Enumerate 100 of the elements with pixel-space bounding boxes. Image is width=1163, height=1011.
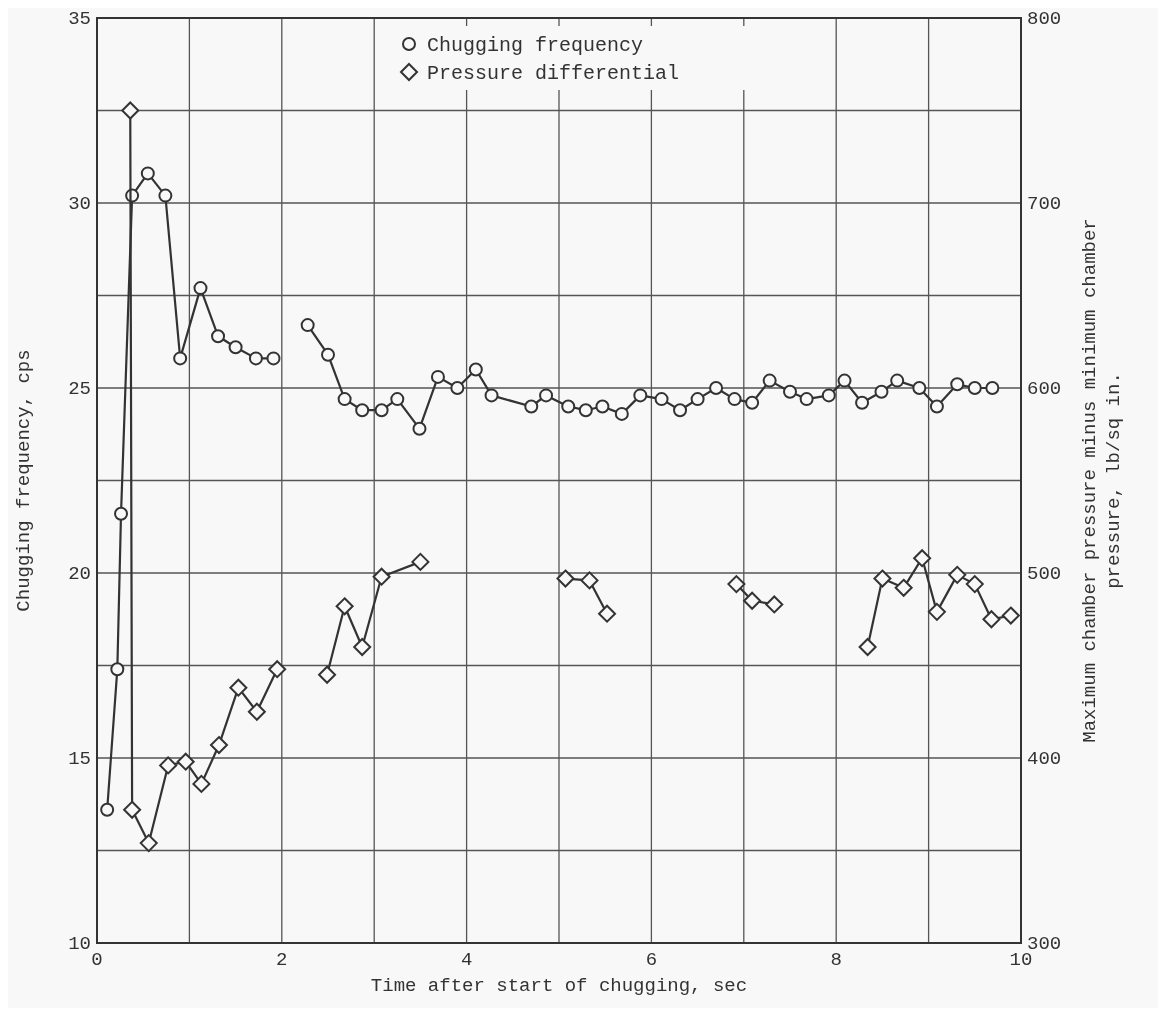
y-axis-title: Chugging frequency, cps	[13, 349, 35, 612]
point	[372, 567, 391, 586]
y2-tick-label: 400	[1027, 748, 1062, 770]
y-tick-label: 15	[68, 748, 91, 770]
y-tick-label: 25	[68, 378, 91, 400]
point	[121, 101, 140, 120]
y2-tick-label: 800	[1027, 8, 1062, 30]
point	[335, 597, 354, 616]
point	[950, 377, 965, 392]
point	[321, 347, 335, 362]
point	[927, 602, 946, 621]
point	[743, 591, 762, 610]
point	[929, 399, 944, 414]
point	[745, 395, 760, 410]
point	[110, 662, 125, 677]
point	[965, 575, 984, 594]
point	[561, 399, 576, 414]
y-tick-label: 35	[68, 8, 91, 30]
point	[598, 604, 617, 623]
point	[318, 665, 337, 684]
point	[247, 702, 266, 721]
point	[821, 388, 836, 403]
x-tick-label: 10	[1009, 949, 1033, 971]
point	[411, 552, 430, 571]
point	[539, 388, 554, 403]
y2-tick-label: 700	[1027, 193, 1062, 215]
point	[855, 395, 870, 410]
point	[690, 392, 705, 407]
point	[783, 384, 797, 399]
point	[229, 678, 248, 697]
point	[913, 549, 932, 568]
point	[268, 660, 287, 679]
y2-tick-label: 600	[1027, 378, 1062, 400]
x-tick-label: 8	[830, 949, 842, 971]
point	[982, 610, 1001, 629]
point	[209, 736, 228, 755]
point	[967, 381, 982, 395]
point	[837, 373, 852, 388]
y-tick-label: 30	[68, 193, 91, 215]
point	[762, 373, 777, 388]
point	[985, 381, 1000, 395]
point	[211, 329, 226, 344]
point	[192, 774, 211, 793]
y-tick-label: 10	[68, 933, 91, 955]
point	[123, 800, 142, 819]
x-tick-label: 6	[645, 949, 658, 971]
point	[114, 506, 129, 521]
y-tick-label: 20	[68, 563, 91, 585]
point	[524, 399, 539, 414]
y2-axis-title: Maximum chamber pressure minus minimum chamber pressure, lb/sq in.	[1079, 218, 1125, 743]
point	[673, 403, 688, 418]
point	[193, 281, 208, 296]
point	[578, 403, 593, 418]
point	[890, 373, 905, 388]
point	[140, 166, 155, 181]
point	[266, 351, 281, 366]
point	[654, 392, 669, 407]
point	[353, 638, 372, 656]
point	[633, 388, 648, 403]
point	[1001, 606, 1020, 625]
point	[139, 834, 158, 853]
point	[159, 756, 178, 775]
x-tick-label: 0	[91, 949, 103, 971]
point	[727, 392, 742, 407]
point	[894, 578, 913, 597]
point	[248, 351, 263, 366]
point	[874, 384, 889, 399]
point	[556, 569, 575, 588]
point	[468, 362, 483, 377]
legend-label: Chugging frequency	[427, 34, 644, 57]
point	[390, 392, 405, 407]
point	[450, 381, 465, 395]
point	[595, 399, 610, 414]
point	[337, 392, 352, 407]
x-axis-title: Time after start of chugging, sec	[370, 975, 748, 997]
point	[727, 575, 746, 594]
point	[912, 381, 927, 395]
legend-label: Pressure differential	[427, 62, 680, 85]
point	[709, 381, 724, 395]
point	[484, 388, 499, 403]
point	[799, 392, 814, 407]
x-tick-label: 2	[276, 949, 288, 971]
x-tick-label: 4	[460, 949, 473, 971]
point	[430, 369, 445, 384]
point	[100, 802, 115, 817]
point	[173, 351, 188, 366]
point	[374, 403, 389, 418]
point	[948, 565, 967, 584]
point	[228, 340, 243, 355]
point	[873, 569, 892, 588]
point	[300, 318, 315, 333]
point	[355, 403, 370, 418]
point	[765, 595, 784, 614]
point	[858, 638, 877, 656]
point	[412, 421, 427, 436]
point	[580, 571, 599, 590]
y2-tick-label: 500	[1027, 563, 1062, 585]
point	[176, 752, 195, 771]
point	[158, 188, 173, 203]
point	[614, 406, 629, 421]
